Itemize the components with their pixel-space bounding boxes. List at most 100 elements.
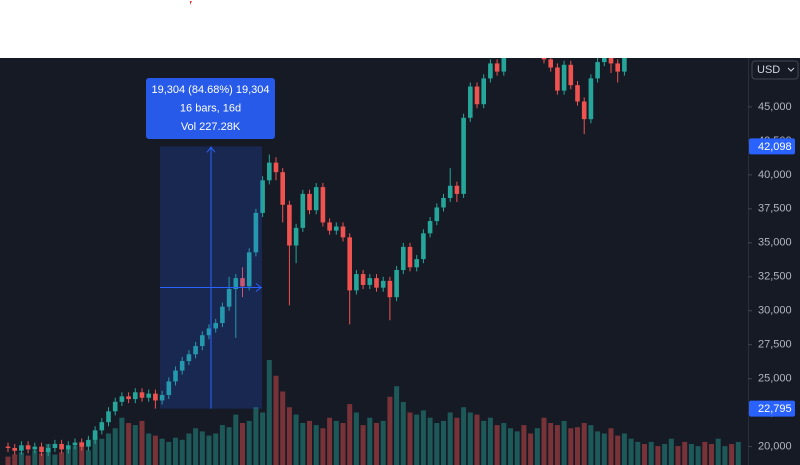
measure-text: 19,304 (84.68%) 19,304 (151, 84, 269, 96)
volume-bar (548, 423, 554, 465)
candle-body (347, 237, 352, 291)
candle-body (421, 233, 426, 260)
volume-bar (494, 425, 500, 465)
volume-bar (152, 435, 158, 465)
volume-bar (588, 425, 594, 465)
candle-body (119, 396, 125, 402)
volume-bar (414, 414, 420, 465)
candle-body (240, 278, 245, 287)
candle-body (52, 443, 58, 449)
candle-body (548, 59, 553, 68)
volume-bar (320, 428, 326, 465)
volume-bar (608, 428, 614, 465)
currency-box[interactable] (751, 60, 799, 80)
volume-bar (219, 425, 225, 465)
candle-body (166, 381, 172, 396)
candle-body (59, 443, 64, 450)
volume-bar (85, 450, 91, 465)
volume-bar (400, 402, 406, 465)
candle-body (273, 162, 279, 173)
candle-body (320, 187, 326, 223)
y-tick-label: 27,500 (758, 339, 792, 351)
chevron[interactable] (787, 67, 795, 72)
volume-bar (126, 423, 132, 465)
volume-bar (340, 423, 346, 465)
volume-bar (628, 438, 634, 465)
candle-body (39, 446, 44, 453)
volume-bar (427, 417, 433, 465)
candle-body (186, 354, 192, 362)
candle-body (481, 78, 486, 105)
candle-body (608, 58, 614, 64)
measure-text: Vol 227.28K (181, 121, 241, 133)
candle-body (139, 392, 145, 398)
volume-bar (695, 446, 701, 465)
volume-bar (186, 433, 192, 465)
candle-body (407, 246, 413, 268)
candle-body (246, 252, 252, 287)
volume-bar (514, 431, 520, 465)
y-tick-label: 25,000 (758, 373, 792, 385)
volume-bar (112, 428, 118, 465)
candle-body (307, 193, 312, 211)
volume-bar (715, 438, 721, 465)
candle-body (454, 185, 460, 194)
candle-body (394, 269, 399, 298)
volume-bar (521, 425, 527, 465)
volume-bar (106, 433, 111, 465)
volume-bar (173, 437, 178, 465)
candle-body (72, 442, 78, 446)
volume-bar (233, 414, 239, 465)
volume-bar (300, 423, 306, 465)
volume-bar (166, 441, 172, 465)
candle-body (226, 289, 232, 307)
measure-tooltip (146, 78, 275, 139)
price-label-box (749, 400, 795, 417)
volume-bar (199, 431, 205, 465)
candle-body (92, 430, 98, 440)
candle-body (313, 187, 319, 211)
volume-bar (508, 428, 513, 465)
volume-bar (541, 417, 547, 465)
volume-bar (454, 417, 460, 465)
candle-body (32, 446, 38, 450)
volume-bar (702, 441, 708, 465)
chart-background (0, 58, 800, 465)
volume-bar (595, 431, 601, 465)
candle-body (99, 422, 105, 431)
currency-selector[interactable]: USD (751, 60, 799, 80)
volume-bar (387, 396, 393, 465)
volume-bar (347, 404, 353, 465)
volume-bar (99, 438, 105, 465)
candle-body (327, 222, 332, 231)
volume-bar (420, 410, 426, 465)
volume-bar (655, 446, 661, 465)
candle-body (387, 280, 393, 298)
volume-bar (461, 407, 467, 465)
candle-body (575, 85, 580, 102)
volume-bar (621, 433, 627, 465)
volume-bar (709, 444, 714, 465)
volume-bar (501, 423, 507, 465)
currency-label[interactable]: USD (757, 64, 780, 76)
candle-body (19, 445, 24, 451)
volume-bar (39, 453, 44, 465)
volume-bar (159, 438, 165, 465)
candle-body (179, 361, 185, 371)
candle-body (615, 63, 620, 72)
volume-bar (146, 433, 152, 465)
candle-body (568, 64, 574, 86)
volume-bar (179, 439, 185, 465)
volume-bar (280, 391, 286, 465)
candle-body (153, 393, 158, 401)
volume-bar (615, 435, 621, 465)
volume-bar (253, 407, 259, 465)
volume-bar (662, 444, 668, 465)
volume-bar (273, 375, 279, 465)
volume-bar (92, 435, 98, 465)
volume-bar (327, 417, 333, 465)
volume-bar (25, 455, 31, 465)
volume-bar (635, 441, 641, 465)
volume-bar (72, 446, 78, 465)
